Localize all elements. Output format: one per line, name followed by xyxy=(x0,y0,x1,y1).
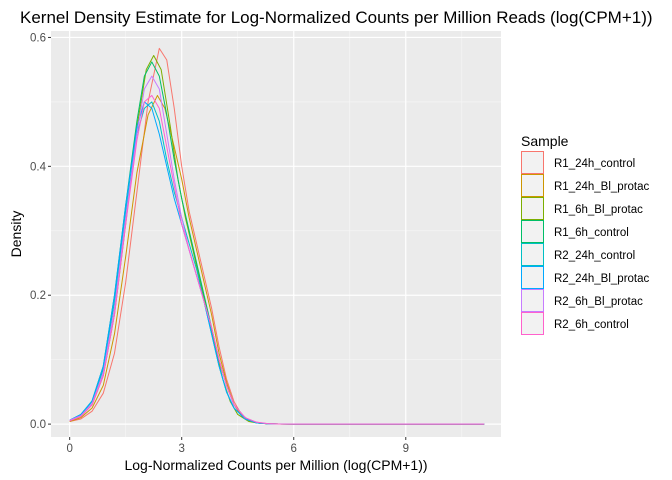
legend-label-R1_24h_control: R1_24h_control xyxy=(554,158,635,170)
y-tick-label: 0.6 xyxy=(30,32,46,44)
y-tick-label: 0.4 xyxy=(30,161,47,173)
legend-key-R1_24h_control xyxy=(521,151,544,174)
legend-label-R1_24h_Bl_protac: R1_24h_Bl_protac xyxy=(554,181,650,193)
x-tick-label: 3 xyxy=(179,443,185,455)
axis-ticks xyxy=(48,36,407,440)
chart-title: Kernel Density Estimate for Log-Normaliz… xyxy=(20,8,653,27)
x-tick-label: 6 xyxy=(291,443,297,455)
gridlines xyxy=(51,31,501,437)
x-tick-label: 0 xyxy=(66,443,72,455)
legend-label-R1_6h_Bl_protac: R1_6h_Bl_protac xyxy=(554,204,643,216)
legend-key-R2_24h_control xyxy=(521,243,544,266)
legend-key-R1_24h_Bl_protac xyxy=(521,174,544,197)
legend-items: R1_24h_control R1_24h_Bl_protac R1_6h_Bl_p… xyxy=(521,151,650,335)
x-tick-label: 9 xyxy=(403,443,409,455)
legend-label-R2_24h_control: R2_24h_control xyxy=(554,250,635,262)
legend-key-R1_6h_Bl_protac xyxy=(521,197,544,220)
x-axis-tick-labels: 0 3 6 9 xyxy=(66,443,409,455)
x-axis-title: Log-Normalized Counts per Million (log(C… xyxy=(124,457,427,473)
legend-key-R2_24h_Bl_protac xyxy=(521,266,544,289)
y-tick-label: 0.0 xyxy=(30,419,46,431)
legend-key-R2_6h_Bl_protac xyxy=(521,289,544,312)
density-line-R2_6h_control xyxy=(69,94,485,425)
legend: Sample R1_24h_controlR1_24h_Bl_protacR1_… xyxy=(521,133,650,335)
plot-panel xyxy=(51,31,501,437)
y-tick-label: 0.2 xyxy=(30,290,46,302)
legend-label-R2_24h_Bl_protac: R2_24h_Bl_protac xyxy=(554,273,650,285)
density-curves xyxy=(69,47,485,425)
legend-label-R2_6h_control: R2_6h_control xyxy=(554,319,629,331)
legend-title: Sample xyxy=(521,133,569,149)
y-axis-title: Density xyxy=(8,211,24,258)
y-axis-tick-labels: 0.0 0.2 0.4 0.6 xyxy=(30,32,47,431)
legend-key-R2_6h_control xyxy=(521,312,544,335)
legend-label-R1_6h_control: R1_6h_control xyxy=(554,227,629,239)
legend-label-R2_6h_Bl_protac: R2_6h_Bl_protac xyxy=(554,296,643,308)
legend-key-R1_6h_control xyxy=(521,220,544,243)
